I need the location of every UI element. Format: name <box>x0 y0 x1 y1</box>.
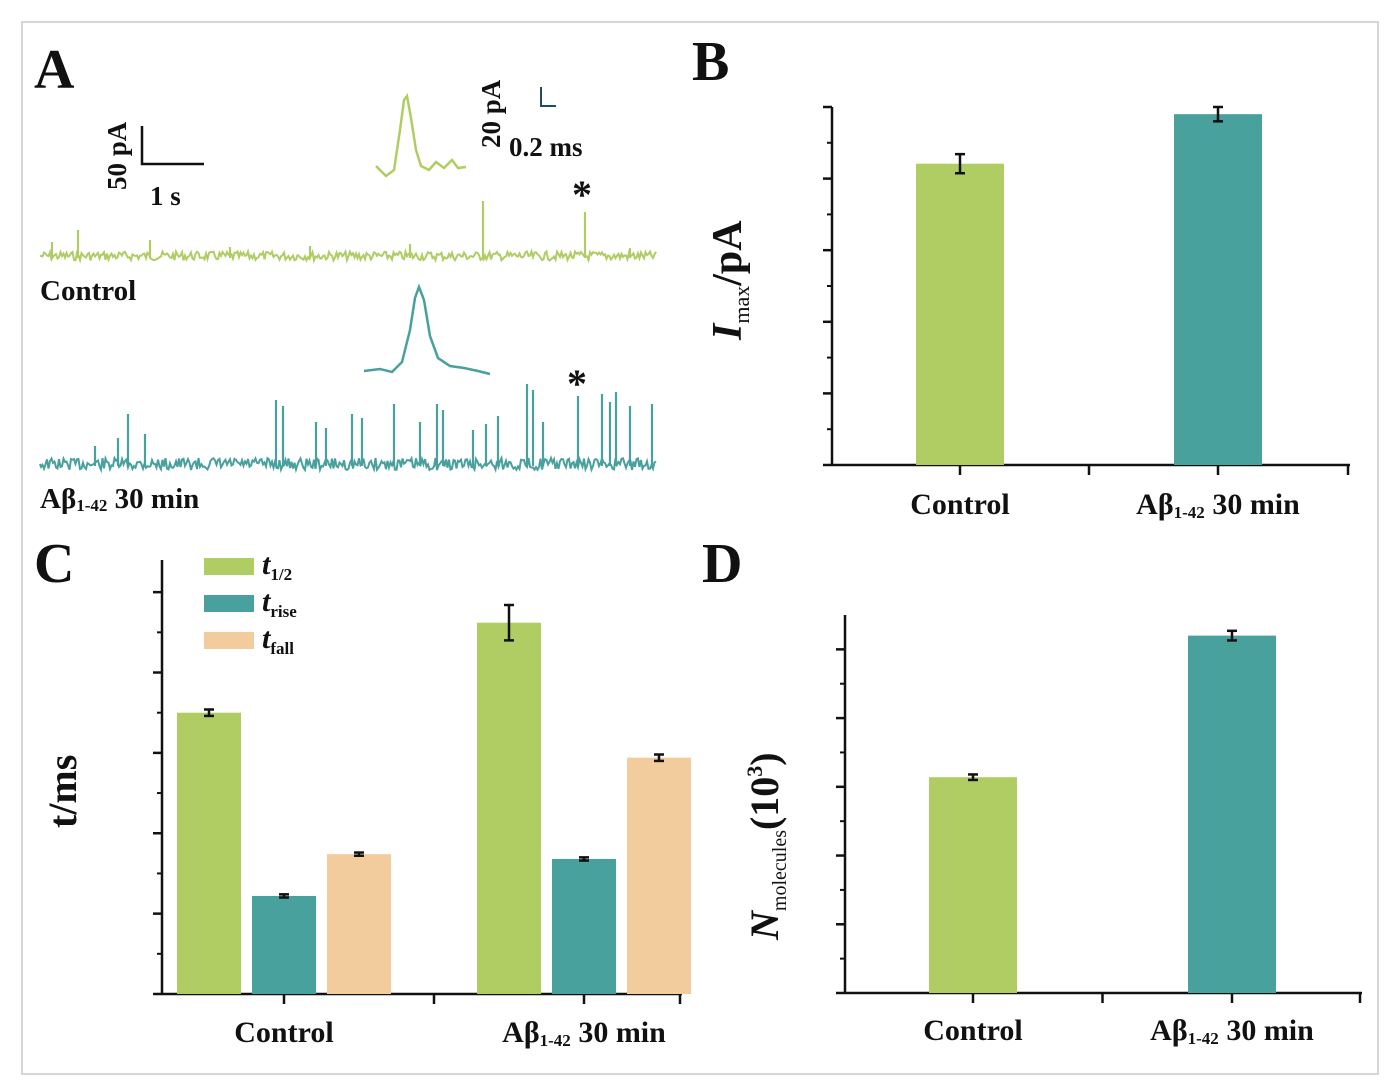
legend-swatch-t-half <box>204 558 254 575</box>
legend-label-t-rise: trise <box>262 585 297 621</box>
scale-bar-main-y-label: 50 pA <box>102 121 132 190</box>
abeta-trace-label-sub: 1-42 <box>76 496 107 515</box>
scale-bar-inset-y-label: 20 pA <box>476 79 506 148</box>
chart-d-category-label-sub: 1-42 <box>1188 1029 1219 1048</box>
chart-c-ylabel: t/ms <box>40 755 85 828</box>
chart-b-category-label-tail: 30 min <box>1205 488 1300 521</box>
chart-b-ylabel-main: I <box>705 322 751 341</box>
chart-c-category-label: Aβ1-42 30 min <box>502 1016 666 1050</box>
chart-b-category-label: Control <box>910 488 1009 521</box>
abeta-trace-label-tail: 30 min <box>107 483 199 515</box>
chart-d-category-label: Control <box>923 1014 1022 1047</box>
chart-c-bar <box>552 858 616 994</box>
chart-b-category-label: Aβ1-42 30 min <box>1136 488 1300 522</box>
legend-label-t-half-sub: 1/2 <box>270 565 292 584</box>
chart-d-ylabel-sub: molecules <box>769 830 791 911</box>
chart-b-ylabel: Imax/pA <box>705 220 754 341</box>
chart-c-bar <box>177 712 241 994</box>
abeta-trace-label: Aβ1-42 30 min <box>40 483 199 515</box>
legend-label-t-rise-main: t <box>262 585 272 618</box>
chart-d-category-label: Aβ1-42 30 min <box>1150 1014 1314 1048</box>
chart-d-category-label-main: Aβ <box>1150 1014 1187 1047</box>
control-spike-inset <box>375 92 467 178</box>
panel-label-a: A <box>34 39 75 101</box>
legend-swatch-t-rise <box>204 595 254 612</box>
chart-b-ylabel-tail: /pA <box>705 220 751 287</box>
abeta-trace-star: * <box>567 361 587 406</box>
legend-swatch-t-fall <box>204 632 254 649</box>
figure-frame <box>21 21 1379 1075</box>
chart-c-category-label-tail: 30 min <box>571 1016 666 1049</box>
chart-c-legend: t1/2 trise tfall <box>204 548 297 658</box>
chart-b-bar <box>1174 114 1262 465</box>
chart-d-ylabel-main: N <box>742 909 787 941</box>
panel-label-d: D <box>702 533 742 595</box>
control-trace-baseline <box>39 247 657 264</box>
chart-c-bar <box>477 622 541 994</box>
panel-label-b: B <box>692 31 729 93</box>
control-trace-label: Control <box>40 275 136 307</box>
chart-c-bar <box>252 895 316 994</box>
chart-d-ylabel-close: ) <box>742 752 787 765</box>
chart-d: Control Aβ1-42 30 min <box>836 615 1362 1048</box>
chart-d-bar <box>929 777 1017 993</box>
control-trace-star: * <box>572 172 592 217</box>
scale-bar-inset <box>540 87 556 107</box>
legend-label-t-fall-main: t <box>262 622 272 655</box>
chart-d-bar <box>1188 635 1276 993</box>
chart-c-bar <box>627 757 691 994</box>
chart-d-ylabel-sup: 3 <box>742 766 767 777</box>
chart-c-category-label-main: Aβ <box>502 1016 539 1049</box>
legend-label-t-rise-sub: rise <box>270 602 297 621</box>
chart-b-bar <box>916 163 1004 465</box>
control-trace <box>39 201 657 264</box>
legend-label-t-fall-sub: fall <box>270 639 294 658</box>
legend-label-t-half: t1/2 <box>262 548 292 584</box>
abeta-spike-inset <box>363 283 491 376</box>
chart-b-category-label-sub: 1-42 <box>1174 503 1205 522</box>
chart-b: Control Aβ1-42 30 min <box>823 105 1350 522</box>
chart-b-ylabel-sub: max <box>729 286 754 324</box>
chart-d-ylabel-tail: (10 <box>742 777 787 830</box>
abeta-trace <box>39 384 657 474</box>
panel-label-c: C <box>34 533 74 595</box>
scale-bar-main <box>140 126 204 166</box>
abeta-trace-label-main: Aβ <box>40 483 76 515</box>
chart-c-bar <box>327 854 391 994</box>
abeta-trace-baseline <box>39 454 657 474</box>
scale-bar-inset-x-label: 0.2 ms <box>509 132 583 162</box>
chart-d-ylabel: Nmolecules(103) <box>742 752 791 941</box>
legend-label-t-half-main: t <box>262 548 272 581</box>
chart-c-category-label: Control <box>234 1016 333 1049</box>
chart-c-category-label-sub: 1-42 <box>540 1031 571 1050</box>
chart-c: Control Aβ1-42 30 min <box>153 560 691 1050</box>
panel-a: 50 pA 1 s 20 pA 0.2 ms * * Control Aβ1-4… <box>39 79 657 515</box>
chart-d-category-label-tail: 30 min <box>1219 1014 1314 1047</box>
scale-bar-main-x-label: 1 s <box>150 181 181 211</box>
chart-b-category-label-main: Aβ <box>1136 488 1173 521</box>
legend-label-t-fall: tfall <box>262 622 294 658</box>
